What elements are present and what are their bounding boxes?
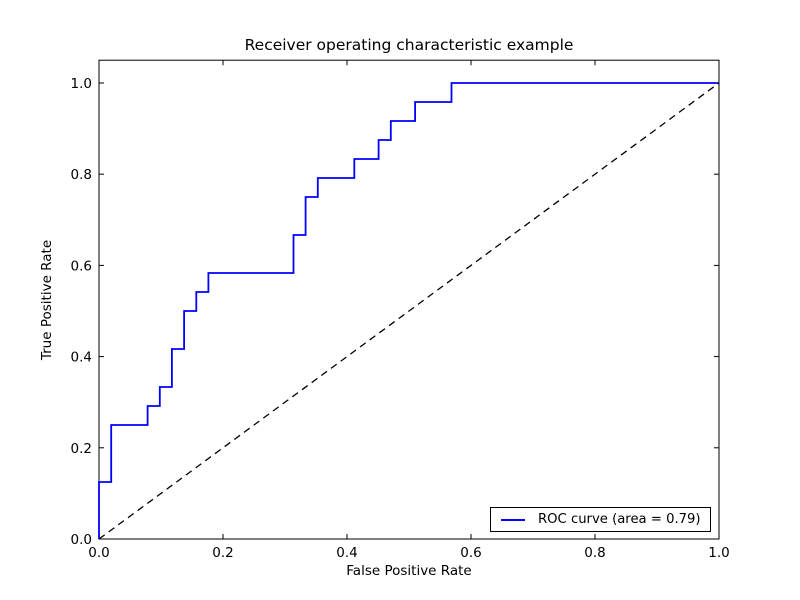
- legend: ROC curve (area = 0.79): [490, 507, 711, 532]
- y-axis-tick-label: 0.0: [71, 532, 92, 548]
- x-axis-tick-label: 0.0: [88, 545, 109, 561]
- chart-title: Receiver operating characteristic exampl…: [244, 36, 574, 54]
- x-axis-tick-label: 0.2: [212, 545, 233, 561]
- y-axis-tick-label: 1.0: [71, 76, 92, 92]
- x-axis-tick-label: 0.8: [584, 545, 605, 561]
- y-axis-tick-label: 0.4: [71, 350, 92, 366]
- x-axis-tick-label: 0.4: [336, 545, 357, 561]
- y-axis-tick-label: 0.8: [71, 167, 92, 183]
- y-axis-tick-label: 0.6: [71, 258, 92, 274]
- roc-curve-legend-line-icon: [501, 518, 525, 521]
- chance-diagonal-line: [98, 82, 720, 540]
- roc-curve-line: [98, 82, 719, 539]
- x-axis-tick-label: 0.6: [460, 545, 481, 561]
- legend-label: ROC curve (area = 0.79): [538, 512, 701, 527]
- axes-frame: [98, 59, 720, 540]
- y-axis-label: True Positive Rate: [39, 239, 55, 361]
- x-axis-tick-label: 1.0: [708, 545, 729, 561]
- y-axis-tick-label: 0.2: [71, 441, 92, 457]
- x-axis-label: False Positive Rate: [346, 563, 472, 579]
